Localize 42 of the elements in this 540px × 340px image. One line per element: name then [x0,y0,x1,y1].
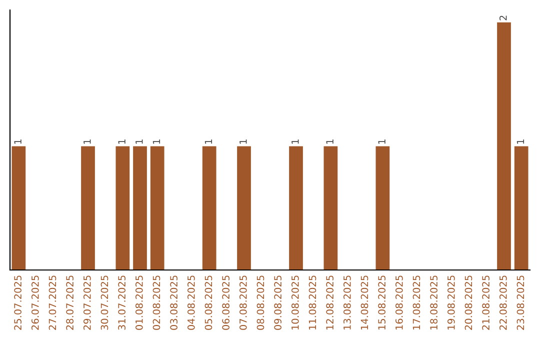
x-tick-label: 21.08.2025 [482,276,490,330]
x-tick-label: 05.08.2025 [204,276,212,330]
data-label: 1 [136,140,143,144]
x-tick-label: 01.08.2025 [135,276,143,330]
x-tick-label: 13.08.2025 [343,276,351,330]
x-tick-label: 02.08.2025 [152,276,160,330]
x-tick-label: 12.08.2025 [326,276,334,330]
data-label: 1 [292,140,299,144]
data-label: 1 [152,140,160,144]
x-tick-label: 14.08.2025 [360,276,368,330]
x-tick-label: 17.08.2025 [412,276,420,330]
data-label: 1 [14,140,22,144]
x-tick-label: 30.07.2025 [100,276,108,330]
data-label: 1 [516,140,524,144]
x-tick-label: 03.08.2025 [170,276,178,330]
x-tick-label: 25.07.2025 [14,276,22,330]
x-tick-label: 23.08.2025 [516,276,524,330]
data-label: 1 [118,140,126,144]
x-tick-label: 26.07.2025 [31,276,39,330]
x-tick-label: 08.08.2025 [256,276,264,330]
x-tick-label: 15.08.2025 [378,276,386,330]
x-tick-label: 11.08.2025 [308,276,316,330]
x-tick-label: 18.08.2025 [430,276,438,330]
data-label: 1 [240,140,247,144]
x-tick-label: 07.08.2025 [239,276,247,330]
data-label: 1 [204,140,212,144]
x-tick-label: 29.07.2025 [83,276,91,330]
x-tick-label: 19.08.2025 [447,276,455,330]
data-label: 1 [326,140,334,144]
data-label: 2 [499,16,507,20]
x-tick-label: 10.08.2025 [291,276,299,330]
x-tick-label: 22.08.2025 [499,276,507,330]
x-tick-label: 20.08.2025 [464,276,472,330]
x-tick-label: 27.07.2025 [48,276,56,330]
x-tick-label: 09.08.2025 [274,276,282,330]
x-tick-label: 16.08.2025 [395,276,403,330]
data-label: 1 [84,140,91,144]
x-tick-label: 06.08.2025 [222,276,230,330]
x-tick-label: 28.07.2025 [66,276,74,330]
x-tick-label: 31.07.2025 [118,276,126,330]
x-tick-label: 04.08.2025 [187,276,195,330]
data-label: 1 [378,140,386,144]
